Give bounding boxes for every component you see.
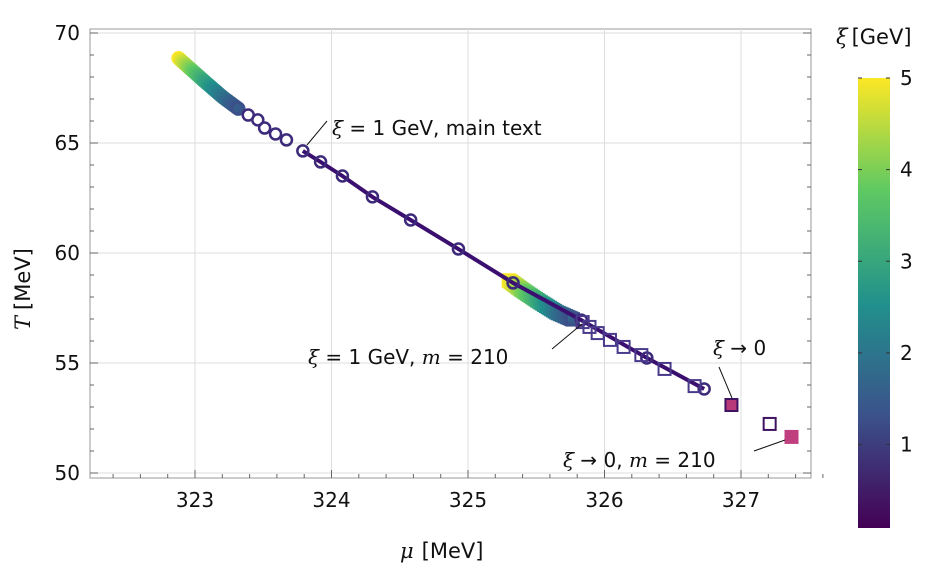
colorbar-tick-label: 4 [900, 158, 913, 182]
tail-marker [231, 101, 246, 116]
annotation-leader-xi0-m210 [753, 439, 786, 452]
annotation-m210: ξ = 1 GeV, m = 210 [308, 345, 508, 369]
circle-marker [268, 127, 283, 141]
colorbar-tick-label: 2 [900, 341, 913, 365]
square-marker [616, 339, 631, 354]
annotation-main-text: ξ = 1 GeV, main text [332, 116, 542, 140]
y-axis-label: T[MeV] [11, 248, 35, 330]
x-axis-label: μ [MeV] [400, 539, 483, 563]
y-tick-label: 60 [55, 241, 80, 265]
series-line [301, 149, 706, 391]
circle-marker [335, 169, 350, 183]
colorbar [858, 78, 890, 528]
colorbar-tick-label: 3 [900, 249, 913, 273]
special-square-marker [724, 398, 739, 413]
colorbar-tick-label: 1 [900, 433, 913, 457]
x-tick-label: 326 [585, 488, 623, 512]
square-marker [687, 379, 702, 394]
special-square-marker [762, 416, 777, 431]
annotation-xi0-m210: ξ → 0, m = 210 [563, 448, 716, 472]
x-tick-label: 323 [176, 488, 214, 512]
y-tick-label: 50 [55, 461, 80, 485]
special-square-marker [784, 429, 799, 444]
circle-marker [365, 190, 380, 204]
annotation-leader-m210 [551, 323, 583, 350]
circle-marker [257, 121, 272, 135]
x-tick-label: 324 [312, 488, 350, 512]
circle-marker [697, 382, 711, 396]
circle-marker [313, 155, 328, 169]
circle-marker [279, 133, 294, 147]
square-marker [602, 332, 617, 347]
y-tick-label: 65 [55, 131, 80, 155]
y-tick-label: 70 [55, 21, 80, 45]
colorbar-label: ξ [GeV] [836, 25, 912, 49]
colorbar-tick-label: 5 [900, 66, 913, 90]
annotation-xi0: ξ → 0 [713, 336, 766, 360]
x-tick-label: 327 [722, 488, 760, 512]
annotation-leader-main [306, 120, 328, 146]
annotation-leader-xi0 [718, 366, 733, 399]
y-tick-label: 55 [55, 351, 80, 375]
square-marker [657, 361, 672, 376]
circle-marker [506, 276, 520, 290]
square-marker [634, 348, 649, 363]
circle-marker [251, 113, 265, 127]
circle-marker [451, 242, 466, 256]
x-tick-label: 325 [449, 488, 487, 512]
circle-marker [296, 144, 310, 158]
circle-marker [403, 213, 418, 227]
